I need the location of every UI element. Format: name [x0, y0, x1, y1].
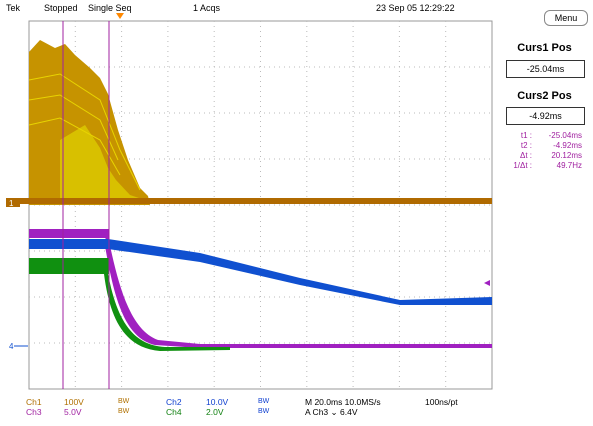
ch2-bw-icon: BW — [258, 398, 270, 405]
date-time: 23 Sep 05 12:29:22 — [376, 3, 455, 13]
timebase: M 20.0ms 10.0MS/s — [305, 397, 381, 407]
ch2-waveform-pre — [29, 239, 109, 249]
ch2-scale: 10.0V — [206, 397, 229, 407]
acq-state: Stopped — [44, 3, 78, 13]
curs2-value-box[interactable]: -4.92ms — [506, 107, 585, 125]
ch3-bw-icon: BW — [118, 408, 130, 415]
ch3-waveform-pre — [29, 229, 109, 238]
ch4-ground-label: 4 — [9, 342, 14, 351]
ch4-scale: 2.0V — [206, 407, 224, 417]
ch3-name: Ch3 — [26, 407, 42, 417]
readout-frequency: 1/Δt :49.7Hz — [513, 161, 582, 170]
ch3-level-arrow-icon — [484, 280, 490, 286]
ch1-ground-marker — [6, 198, 20, 207]
trigger-setting: A Ch3 ⌄ 6.4V — [305, 407, 358, 417]
trigger-position-icon[interactable] — [116, 13, 124, 19]
waveform-display[interactable]: 1 4 — [0, 0, 496, 392]
cursor-readout: t1 : -25.04ms t2 : -4.92ms Δt :20.12ms 1/Δ… — [510, 131, 582, 171]
ch3-waveform — [104, 236, 492, 348]
ch1-waveform — [29, 40, 150, 205]
ch4-name: Ch4 — [166, 407, 182, 417]
ch1-ground-label: 1 — [9, 199, 14, 208]
ch3-scale: 5.0V — [64, 407, 82, 417]
ch1-name: Ch1 — [26, 397, 42, 407]
channel-settings-bar: Ch1 100V BW Ch2 10.0V BW M 20.0ms 10.0MS… — [0, 392, 496, 426]
ch1-bw-icon: BW — [118, 398, 130, 405]
acq-mode: Single Seq — [88, 3, 132, 13]
side-menu: Menu Curs1 Pos -25.04ms Curs2 Pos -4.92m… — [496, 0, 593, 426]
ch1-scale: 100V — [64, 397, 84, 407]
menu-button[interactable]: Menu — [544, 10, 588, 26]
status-bar: Tek Stopped Single Seq 1 Acqs 23 Sep 05 … — [0, 0, 493, 14]
acq-count: 1 Acqs — [193, 3, 221, 13]
curs1-value-box[interactable]: -25.04ms — [506, 60, 585, 78]
graticule-grid — [29, 21, 492, 389]
readout-t2: t2 : -4.92ms — [520, 141, 582, 150]
ch2-waveform — [108, 239, 492, 305]
brand-label: Tek — [6, 3, 21, 13]
readout-delta-t: Δt :20.12ms — [519, 151, 582, 160]
ch1-baseline — [20, 198, 492, 204]
ch4-bw-icon: BW — [258, 408, 270, 415]
ch2-name: Ch2 — [166, 397, 182, 407]
ch4-waveform-pre — [29, 258, 109, 274]
curs1-title: Curs1 Pos — [517, 42, 572, 54]
record-length: 100ns/pt — [425, 397, 458, 407]
ch1-waveform-fill — [60, 125, 145, 203]
readout-t1: t1 : -25.04ms — [520, 131, 582, 140]
curs2-title: Curs2 Pos — [517, 90, 572, 102]
